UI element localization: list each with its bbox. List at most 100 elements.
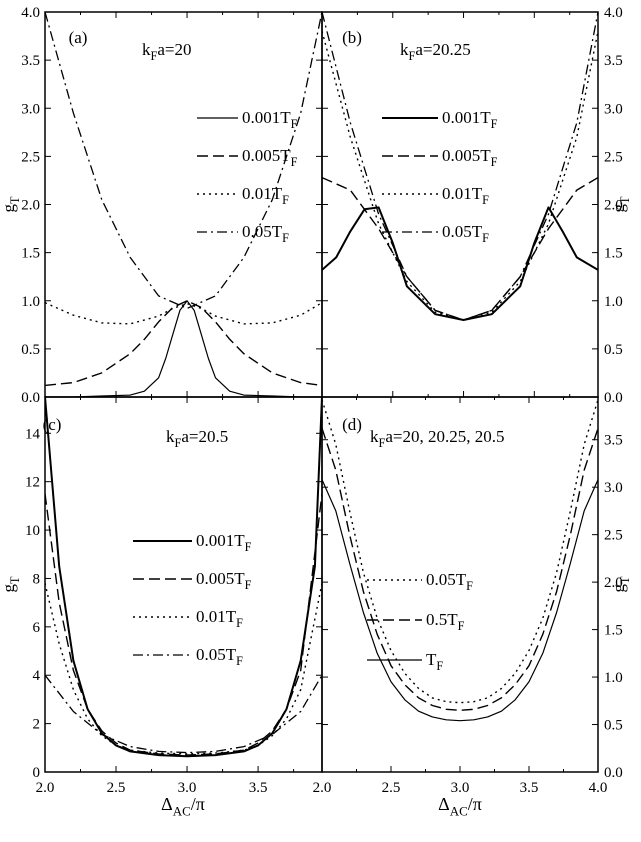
y-tick-label: 3.5 <box>21 53 40 69</box>
y-tick-label: 1.5 <box>604 623 623 639</box>
series-line-0.001T_F <box>45 300 322 397</box>
series-line-T_F <box>322 479 598 722</box>
panel-d: 0.0 0.5 1.0 1.5 2.0 2.5 3.0 3.5 2.0 2.5 3.0 3.5 4.0 g… <box>313 396 632 796</box>
legend-entry: TF <box>426 650 443 673</box>
panels: 0.0 0.5 1.0 1.5 2.0 2.5 3.0 3.5 4.0 gT (a) kFa=20 0.… <box>0 5 632 796</box>
legend-entry: 0.01TF <box>196 607 243 630</box>
y-tick-label: 2.0 <box>604 198 623 214</box>
y-tick-label: 1.0 <box>604 294 623 310</box>
series-line-0.001T_F <box>322 206 598 321</box>
panel-c: 0 2 4 6 8 10 12 14 2.0 2.5 3.0 3.5 gT (c) kFa=20.5 0.00… <box>0 396 323 796</box>
x-tick-label: 3.0 <box>451 780 470 796</box>
y-tick-label: 2.5 <box>21 149 40 165</box>
series-group <box>45 397 322 758</box>
plot-frame <box>321 11 599 398</box>
x-axis-label: ΔAC/π <box>438 794 482 818</box>
legend: 0.001TF 0.005TF 0.01TF 0.05TF <box>133 531 252 668</box>
series-group <box>322 399 598 722</box>
x-tick-label: 3.0 <box>178 780 197 796</box>
y-axis-label: gT <box>609 196 632 213</box>
legend-entry: 0.005TF <box>442 146 498 169</box>
series-line-0.01T_F <box>45 302 322 325</box>
legend-entry: 0.005TF <box>242 146 298 169</box>
y-tick-label: 3.5 <box>604 53 623 69</box>
legend-entry: 0.05TF <box>196 645 243 668</box>
y-tick-label: 4.0 <box>21 5 40 21</box>
y-tick-label: 2.5 <box>604 528 623 544</box>
y-tick-label: 12 <box>25 475 40 491</box>
series-line-0.005T_F <box>45 493 322 756</box>
panel-annotation: kFa=20 <box>142 40 191 63</box>
y-tick-label: 3.0 <box>604 480 623 496</box>
x-tick-label: 2.5 <box>107 780 126 796</box>
x-tick-label: 4.0 <box>589 780 608 796</box>
y-axis-label: gT <box>0 196 22 213</box>
x-axis-labels: ΔAC/π ΔAC/π <box>161 794 482 818</box>
legend-entry: 0.01TF <box>442 184 489 207</box>
panel-b: 0.0 0.5 1.0 1.5 2.0 2.5 3.0 3.5 4.0 gT (b) kFa=20.2… <box>321 5 632 406</box>
x-tick-label: 3.5 <box>520 780 539 796</box>
series-line-0.05T_F <box>322 399 598 704</box>
y-axis-label-text: gT <box>609 196 632 213</box>
legend-entry: 0.001TF <box>442 108 498 131</box>
panel-annotation: kFa=20, 20.25, 20.5 <box>370 427 504 450</box>
y-axis-label-text: gT <box>609 576 632 593</box>
y-tick-label: 6 <box>33 620 41 636</box>
y-tick-label: 4.0 <box>604 5 623 21</box>
y-tick-label: 1.5 <box>21 246 40 262</box>
y-tick-label: 8 <box>33 571 41 587</box>
series-line-0.005T_F <box>45 300 322 387</box>
series-group <box>45 12 322 397</box>
legend-entry: 0.001TF <box>242 108 298 131</box>
x-axis-label: ΔAC/π <box>161 794 205 818</box>
x-tick-label: 3.5 <box>249 780 268 796</box>
y-tick-label: 0.5 <box>604 342 623 358</box>
series-line-0.01T_F <box>45 583 322 755</box>
y-tick-label: 0.0 <box>21 390 40 406</box>
y-tick-label: 1.5 <box>604 246 623 262</box>
series-group <box>322 12 598 321</box>
y-tick-label: 3.0 <box>21 101 40 117</box>
y-tick-label: 1.0 <box>604 670 623 686</box>
y-tick-label: 1.0 <box>21 294 40 310</box>
legend: 0.001TF 0.005TF 0.01TF 0.05TF <box>197 108 298 245</box>
y-axis-label-text: gT <box>0 196 22 213</box>
x-tick-label: 2.5 <box>382 780 401 796</box>
y-tick-label: 10 <box>25 523 40 539</box>
y-tick-label: 0 <box>33 765 41 781</box>
panel-label: (c) <box>43 415 62 434</box>
series-line-0.5T_F <box>322 428 598 711</box>
y-tick-label: 3.0 <box>604 101 623 117</box>
series-line-0.01T_F <box>322 31 598 321</box>
legend-entry: 0.05TF <box>426 570 473 593</box>
y-tick-label: 4 <box>33 668 41 684</box>
y-axis-label-text: gT <box>0 576 22 593</box>
y-tick-label: 0.0 <box>604 390 623 406</box>
panel-annotation: kFa=20.5 <box>166 427 228 450</box>
series-line-0.05T_F <box>322 12 598 321</box>
legend-entry: 0.05TF <box>442 222 489 245</box>
panel-a: 0.0 0.5 1.0 1.5 2.0 2.5 3.0 3.5 4.0 gT (a) kFa=20 0.… <box>0 5 323 406</box>
y-tick-label: 0.5 <box>21 342 40 358</box>
y-tick-label: 2 <box>33 717 41 733</box>
legend: 0.001TF 0.005TF 0.01TF 0.05TF <box>382 108 498 245</box>
y-axis-label: gT <box>0 576 22 593</box>
y-axis-label: gT <box>609 576 632 593</box>
panel-annotation: kFa=20.25 <box>400 40 471 63</box>
y-tick-label: 14 <box>25 426 41 442</box>
legend-entry: 0.05TF <box>242 222 289 245</box>
x-tick-label: 2.0 <box>313 780 332 796</box>
y-tick-label: 0.0 <box>604 765 623 781</box>
panel-label: (b) <box>342 28 362 47</box>
series-line-0.05T_F <box>45 12 322 310</box>
legend-entry: 0.005TF <box>196 569 252 592</box>
y-tick-label: 2.0 <box>21 198 40 214</box>
legend-entry: 0.5TF <box>426 610 465 633</box>
plot-frame <box>44 11 323 398</box>
x-tick-label: 2.0 <box>36 780 55 796</box>
legend-entry: 0.001TF <box>196 531 252 554</box>
legend-entry: 0.01TF <box>242 184 289 207</box>
series-line-0.05T_F <box>45 674 322 754</box>
y-tick-label: 0.5 <box>604 718 623 734</box>
